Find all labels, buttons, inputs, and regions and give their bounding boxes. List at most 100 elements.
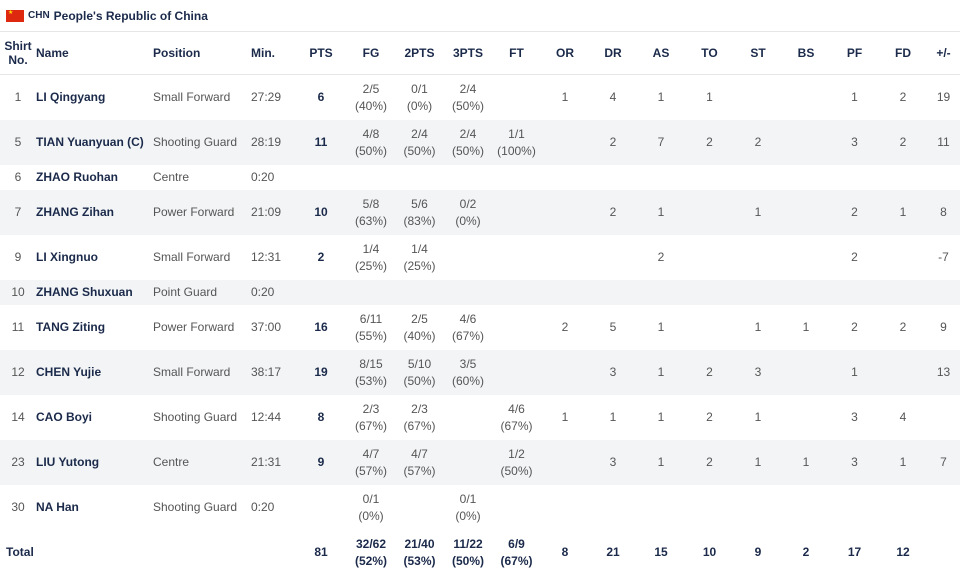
shirt-no: 7 <box>0 190 36 235</box>
total-two: 21/40 (53%) <box>395 530 444 575</box>
minutes: 0:20 <box>251 485 295 530</box>
total-as: 15 <box>637 530 685 575</box>
player-row: 14 CAO Boyi Shooting Guard 12:44 8 2/3 (67%) 2/… <box>0 395 960 440</box>
stat-pf: 3 <box>830 395 879 440</box>
stat-st <box>734 280 782 305</box>
stat-fg <box>347 280 395 305</box>
stat-three <box>444 280 492 305</box>
stat-three: 3/5 (60%) <box>444 350 492 395</box>
stat-to: 2 <box>685 395 734 440</box>
minutes: 38:17 <box>251 350 295 395</box>
player-name: CAO Boyi <box>36 395 153 440</box>
stat-st: 1 <box>734 440 782 485</box>
stat-or <box>541 120 589 165</box>
stat-fg-pct: (40%) <box>354 98 387 113</box>
stat-two: 0/1 (0%) <box>395 74 444 120</box>
minutes: 0:20 <box>251 280 295 305</box>
stat-to <box>685 165 734 190</box>
stat-fg-made: 4/7 <box>362 446 380 461</box>
stat-pm: 11 <box>927 120 960 165</box>
stat-three <box>444 165 492 190</box>
stat-to: 1 <box>685 74 734 120</box>
stat-pm <box>927 395 960 440</box>
stat-dr: 3 <box>589 350 637 395</box>
stat-fg-made: 5/8 <box>362 196 380 211</box>
player-row: 7 ZHANG Zihan Power Forward 21:09 10 5/8 (63%)… <box>0 190 960 235</box>
stat-pm <box>927 280 960 305</box>
total-three-made: 11/22 <box>453 536 483 551</box>
stat-st: 2 <box>734 120 782 165</box>
stat-dr: 5 <box>589 305 637 350</box>
stat-pm <box>927 165 960 190</box>
team-code: CHN <box>28 10 50 21</box>
stat-three-pct: (50%) <box>451 143 484 158</box>
team-header: CHN People's Republic of China <box>0 0 960 32</box>
stat-two <box>395 280 444 305</box>
stat-two: 2/4 (50%) <box>395 120 444 165</box>
stat-fg-pct: (67%) <box>354 418 387 433</box>
stat-two <box>395 165 444 190</box>
stat-three-made: 2/4 <box>459 126 477 141</box>
player-position: Centre <box>153 440 251 485</box>
col-fg: FG <box>347 32 395 75</box>
stat-fg: 1/4 (25%) <box>347 235 395 280</box>
stat-ft-made: 4/6 <box>508 401 525 416</box>
stat-pf: 3 <box>830 120 879 165</box>
player-position: Small Forward <box>153 350 251 395</box>
stat-pm: 9 <box>927 305 960 350</box>
shirt-no: 6 <box>0 165 36 190</box>
total-bs: 2 <box>782 530 830 575</box>
stat-fg: 2/5 (40%) <box>347 74 395 120</box>
stat-three: 0/2 (0%) <box>444 190 492 235</box>
stat-ft-pct: (50%) <box>500 463 533 478</box>
stat-dr: 2 <box>589 190 637 235</box>
stat-ft: 1/2 (50%) <box>492 440 541 485</box>
stat-pf <box>830 165 879 190</box>
stat-bs <box>782 120 830 165</box>
col-or: OR <box>541 32 589 75</box>
stat-ft <box>492 350 541 395</box>
stat-fg-pct: (63%) <box>354 213 387 228</box>
stat-fg: 8/15 (53%) <box>347 350 395 395</box>
total-fg-made: 32/62 <box>355 536 387 551</box>
stat-bs <box>782 165 830 190</box>
col-plus-minus: +/- <box>927 32 960 75</box>
stat-two <box>395 485 444 530</box>
col-pts: PTS <box>295 32 347 75</box>
stat-three: 4/6 (67%) <box>444 305 492 350</box>
col-pf: PF <box>830 32 879 75</box>
stat-dr: 1 <box>589 395 637 440</box>
stat-two-pct: (50%) <box>403 143 436 158</box>
stat-ft-pct: (67%) <box>500 418 533 433</box>
stat-to: 2 <box>685 350 734 395</box>
stat-ft: 4/6 (67%) <box>492 395 541 440</box>
total-two-made: 21/40 <box>404 536 435 551</box>
player-name: ZHANG Zihan <box>36 190 153 235</box>
player-row: 12 CHEN Yujie Small Forward 38:17 19 8/15 (53%… <box>0 350 960 395</box>
box-score-table: Shirt No. Name Position Min. PTS FG 2PTS… <box>0 32 960 575</box>
stat-ft <box>492 485 541 530</box>
shirt-no: 30 <box>0 485 36 530</box>
stat-pf: 3 <box>830 440 879 485</box>
total-to: 10 <box>685 530 734 575</box>
stat-two-pct: (57%) <box>403 463 436 478</box>
stat-three: 0/1 (0%) <box>444 485 492 530</box>
total-dr: 21 <box>589 530 637 575</box>
stat-fd <box>879 235 927 280</box>
shirt-no: 10 <box>0 280 36 305</box>
team-name: People's Republic of China <box>53 8 208 23</box>
stat-three-pct: (67%) <box>451 328 484 343</box>
player-name: TIAN Yuanyuan (C) <box>36 120 153 165</box>
player-name: TANG Ziting <box>36 305 153 350</box>
col-position: Position <box>153 32 251 75</box>
stat-two-made: 2/4 <box>411 126 428 141</box>
stat-fg-made: 4/8 <box>362 126 380 141</box>
total-ft-pct: (67%) <box>500 553 533 568</box>
player-position: Power Forward <box>153 305 251 350</box>
stat-ft <box>492 280 541 305</box>
stat-dr <box>589 165 637 190</box>
stat-fg-pct: (0%) <box>358 508 384 523</box>
stat-pf: 2 <box>830 305 879 350</box>
stat-two-pct: (25%) <box>403 258 436 273</box>
stat-fd <box>879 165 927 190</box>
